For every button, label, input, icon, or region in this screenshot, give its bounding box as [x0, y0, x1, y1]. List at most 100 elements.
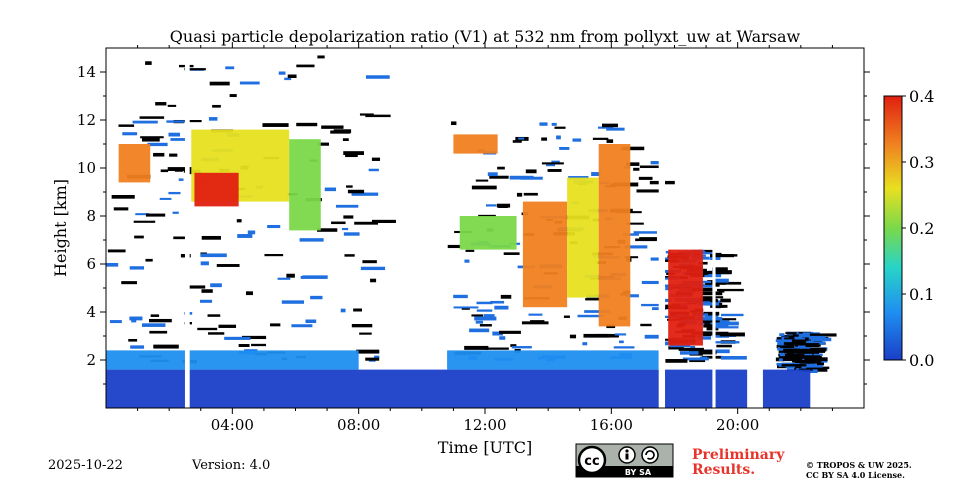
noise-mark [721, 281, 742, 285]
noise-mark [345, 153, 358, 158]
noise-mark [633, 167, 640, 171]
y-tick-label: 2 [86, 351, 96, 369]
noise-mark [702, 270, 715, 274]
noise-mark [703, 323, 716, 328]
region-boundary-layer-top [106, 350, 359, 370]
noise-mark [809, 369, 818, 374]
noise-mark [453, 294, 468, 299]
noise-mark [317, 228, 338, 232]
noise-mark [287, 74, 297, 79]
noise-mark [547, 169, 562, 172]
noise-mark [713, 318, 737, 321]
noise-mark [107, 249, 126, 253]
noise-mark [201, 235, 221, 240]
y-axis-label: Height [km] [51, 179, 70, 277]
x-tick-label: 20:00 [716, 416, 759, 434]
noise-mark [697, 317, 723, 321]
region-fallstreak-3 [598, 144, 631, 327]
noise-mark [701, 355, 723, 359]
region-evening-cloud [668, 249, 703, 346]
noise-mark [719, 332, 745, 337]
noise-mark [305, 319, 317, 324]
footer-date: 2025-10-22 [48, 458, 123, 473]
noise-mark [182, 119, 202, 123]
noise-mark [668, 346, 684, 350]
noise-mark [351, 323, 373, 328]
noise-mark [621, 146, 645, 151]
noise-mark [801, 365, 823, 368]
noise-mark [563, 315, 570, 318]
noise-mark [145, 258, 153, 262]
noise-mark [166, 120, 187, 123]
noise-mark [145, 213, 166, 217]
noise-mark [167, 104, 177, 107]
noise-mark [665, 359, 688, 363]
colorbar-ticks: 0.0 0.1 0.2 0.3 0.4 [902, 87, 934, 370]
noise-mark [554, 126, 566, 129]
noise-mark [551, 122, 557, 126]
noise-mark [695, 284, 715, 288]
noise-mark [509, 175, 534, 180]
noise-mark [147, 142, 168, 147]
noise-mark [690, 345, 696, 350]
noise-mark [225, 66, 235, 70]
noise-mark [167, 167, 193, 171]
noise-mark [141, 137, 160, 142]
noise-mark [801, 355, 820, 358]
noise-mark [318, 142, 329, 146]
noise-mark [247, 230, 256, 235]
noise-mark [237, 234, 253, 238]
noise-mark [494, 305, 509, 310]
noise-mark [264, 253, 284, 257]
noise-mark [805, 340, 814, 344]
noise-mark [713, 252, 722, 257]
noise-mark [783, 348, 801, 353]
noise-mark [792, 333, 799, 337]
preliminary-line-2: Results. [692, 462, 756, 478]
footer-version: Version: 4.0 [192, 458, 271, 473]
noise-mark [200, 253, 227, 258]
noise-mark [469, 328, 490, 333]
noise-mark [636, 189, 664, 193]
noise-mark [178, 178, 184, 181]
noise-mark [528, 313, 543, 316]
noise-mark [569, 334, 577, 339]
noise-mark [650, 161, 665, 165]
region-cirrus-morning-core [194, 172, 239, 207]
noise-mark [200, 299, 213, 303]
noise-mark [296, 64, 315, 68]
noise-mark [710, 322, 728, 325]
noise-mark [208, 117, 218, 121]
noise-mark [218, 324, 237, 328]
noise-mark [546, 164, 556, 167]
noise-mark [201, 289, 213, 293]
cc-badge-text: BY SA [625, 468, 652, 477]
noise-mark [720, 298, 731, 303]
noise-mark [453, 306, 479, 309]
noise-mark [703, 311, 720, 316]
noise-mark [556, 135, 561, 140]
noise-mark [150, 314, 160, 317]
noise-mark [503, 252, 520, 255]
noise-mark [300, 275, 328, 279]
y-tick-label: 14 [77, 63, 96, 81]
noise-mark [341, 227, 349, 231]
region-cirrus-midday-b [459, 216, 517, 250]
noise-mark [715, 341, 740, 344]
noise-mark [720, 313, 744, 317]
noise-mark [153, 344, 179, 349]
noise-mark [168, 191, 181, 195]
noise-mark [343, 215, 354, 219]
noise-mark [511, 346, 532, 349]
noise-mark [335, 204, 359, 208]
noise-mark [559, 146, 570, 150]
noise-mark [371, 157, 381, 161]
noise-mark [689, 359, 706, 363]
noise-mark [168, 132, 180, 137]
noise-mark [809, 333, 837, 337]
noise-mark [209, 81, 230, 86]
share-alike-icon [641, 446, 659, 464]
plot-area [105, 47, 865, 409]
noise-mark [270, 323, 281, 327]
noise-mark [365, 357, 380, 361]
